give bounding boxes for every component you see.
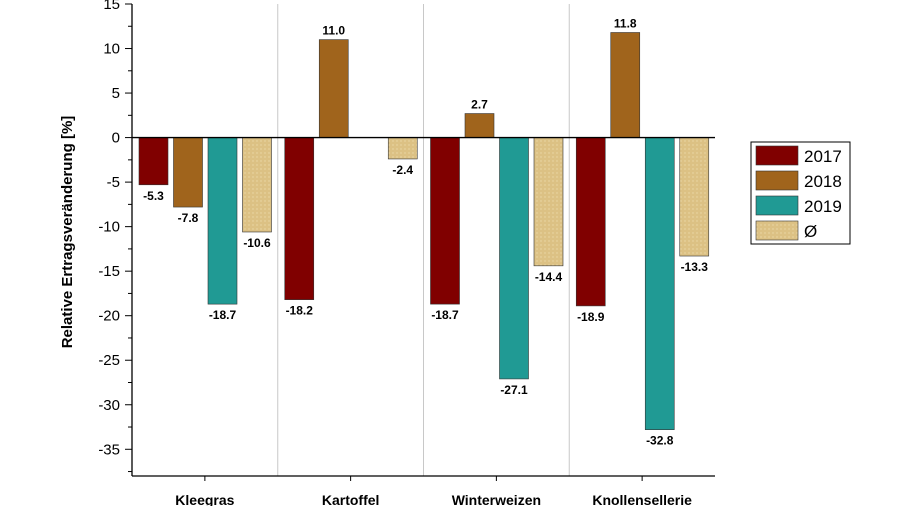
data-label: -27.1 xyxy=(500,383,528,397)
y-tick-label: -25 xyxy=(98,352,120,369)
y-tick-label: 0 xyxy=(112,130,120,147)
data-label: -2.4 xyxy=(392,163,413,177)
bar-2018-Knollensellerie xyxy=(610,32,641,138)
legend-label: 2018 xyxy=(804,172,842,191)
legend-swatch xyxy=(755,170,799,191)
bar-2017-Winterweizen xyxy=(430,137,460,305)
y-tick-label: -5 xyxy=(107,174,120,191)
data-label: -7.8 xyxy=(178,211,199,225)
x-category-label: Kartoffel xyxy=(322,492,380,506)
bars xyxy=(138,32,710,430)
bar-2017-Knollensellerie xyxy=(575,137,606,307)
bar-2017-Kartoffel xyxy=(284,137,315,300)
legend-swatch xyxy=(755,220,799,241)
y-tick-label: 10 xyxy=(103,41,120,58)
legend: 2017 2018 2019 Ø xyxy=(750,141,851,245)
bar-Ø-Kartoffel xyxy=(387,137,418,160)
data-label: -18.9 xyxy=(577,310,605,324)
x-category-label: Winterweizen xyxy=(452,492,541,506)
y-tick-label: -30 xyxy=(98,397,120,414)
legend-label: 2019 xyxy=(804,197,842,216)
x-category-label: Kleegras xyxy=(175,492,234,506)
bar-2018-Winterweizen xyxy=(464,113,495,138)
data-label: -18.7 xyxy=(431,308,459,322)
legend-swatch xyxy=(755,195,799,216)
legend-swatch xyxy=(755,145,799,166)
y-axis-title: Relative Ertragsveränderung [%] xyxy=(59,116,76,349)
legend-label: Ø xyxy=(804,222,817,241)
legend-label: 2017 xyxy=(804,147,842,166)
axes: Relative Ertragsveränderung [%] 15 10 5 0 -5… xyxy=(59,0,715,506)
y-tick-label: -15 xyxy=(98,263,120,280)
category-separators xyxy=(277,4,570,476)
bar-2019-Kleegras xyxy=(207,137,238,305)
data-label: -18.7 xyxy=(209,308,237,322)
data-label: -18.2 xyxy=(286,304,314,318)
bar-2019-Knollensellerie xyxy=(644,137,675,430)
bar-2018-Kleegras xyxy=(173,137,203,208)
data-label: -14.4 xyxy=(535,270,563,284)
data-label: -13.3 xyxy=(681,260,709,274)
y-tick-label: -35 xyxy=(98,441,120,458)
data-label: 2.7 xyxy=(471,98,488,112)
y-tick-label: -10 xyxy=(98,219,120,236)
data-label: 11.0 xyxy=(322,24,345,38)
y-tick-label: -20 xyxy=(98,308,120,325)
data-label: 11.8 xyxy=(614,16,637,30)
y-tick-label: 5 xyxy=(112,85,120,102)
bar-2017-Kleegras xyxy=(138,137,169,186)
bar-2018-Kartoffel xyxy=(318,39,349,138)
data-labels: -5.3 -18.2 -18.7 -18.9 -7.8 11.0 2.7 11.8 -18.7 -… xyxy=(143,16,708,447)
data-label: -10.6 xyxy=(243,236,271,250)
data-label: -32.8 xyxy=(646,434,674,448)
x-category-label: Knollensellerie xyxy=(592,492,692,506)
y-tick-label: 15 xyxy=(103,0,120,13)
bar-Ø-Winterweizen xyxy=(533,137,564,267)
data-label: -5.3 xyxy=(143,189,164,203)
bar-2019-Winterweizen xyxy=(499,137,529,380)
bar-Ø-Kleegras xyxy=(242,137,272,233)
bar-Ø-Knollensellerie xyxy=(679,137,710,257)
